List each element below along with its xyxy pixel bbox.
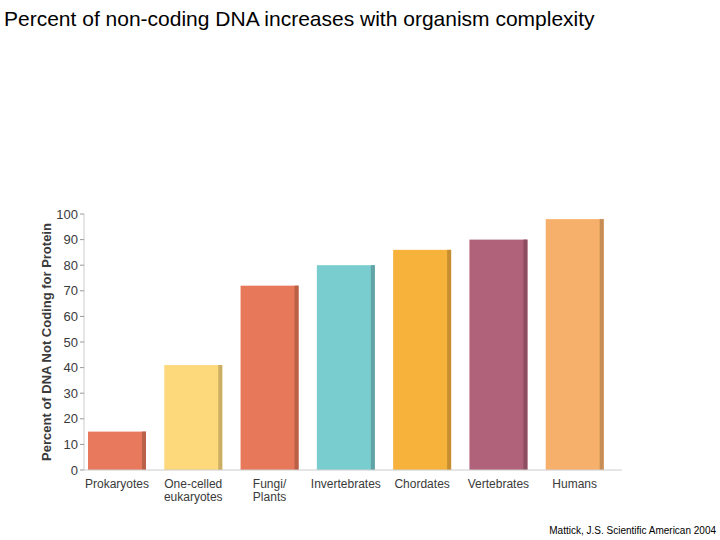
bar-side	[295, 286, 299, 470]
annotation: Mattick, J.S. Scientific American 2004	[549, 525, 716, 536]
x-tick-label: Vertebrates	[453, 478, 543, 491]
y-tick-label: 60	[64, 309, 78, 324]
bar	[393, 250, 451, 470]
x-axis-line	[84, 470, 622, 471]
x-tick-label: Fungi/ Plants	[225, 478, 315, 504]
bar-side	[218, 365, 222, 470]
y-tick	[80, 342, 84, 343]
bar-side	[600, 219, 604, 470]
y-tick-label: 10	[64, 437, 78, 452]
bar	[241, 286, 299, 470]
y-tick	[80, 265, 84, 266]
y-tick-label: 70	[64, 283, 78, 298]
x-tick-label: One-celled eukaryotes	[148, 478, 238, 504]
y-tick	[80, 316, 84, 317]
bar-side	[371, 265, 375, 470]
y-tick	[80, 444, 84, 445]
y-tick-label: 80	[64, 258, 78, 273]
bar	[469, 240, 527, 470]
y-tick	[80, 470, 84, 471]
y-tick-label: 20	[64, 411, 78, 426]
chart: Percent of non-coding DNA increases with…	[0, 0, 720, 540]
y-tick-label: 40	[64, 360, 78, 375]
y-tick	[80, 239, 84, 240]
bar-side	[447, 250, 451, 470]
bar	[546, 219, 604, 470]
y-tick	[80, 418, 84, 419]
x-tick-label: Humans	[530, 478, 620, 491]
x-tick-label: Invertebrates	[301, 478, 391, 491]
bar	[88, 432, 146, 470]
title: Percent of non-coding DNA increases with…	[4, 7, 595, 30]
y-tick-label: 30	[64, 386, 78, 401]
x-tick-label: Prokaryotes	[72, 478, 162, 491]
y-tick	[80, 214, 84, 215]
y-tick-label: 90	[64, 232, 78, 247]
bar-side	[523, 240, 527, 470]
x-tick-label: Chordates	[377, 478, 467, 491]
bar	[164, 365, 222, 470]
y-tick-label: 0	[71, 463, 78, 478]
bar-side	[142, 432, 146, 470]
y-axis-label: Percent of DNA Not Coding for Protein	[39, 223, 54, 461]
y-tick	[80, 367, 84, 368]
y-tick	[80, 393, 84, 394]
page: Percent of non-coding DNA increases with…	[0, 0, 720, 540]
y-tick	[80, 290, 84, 291]
y-tick-label: 100	[56, 207, 78, 222]
y-tick-label: 50	[64, 335, 78, 350]
bar	[317, 265, 375, 470]
bars	[88, 219, 604, 470]
